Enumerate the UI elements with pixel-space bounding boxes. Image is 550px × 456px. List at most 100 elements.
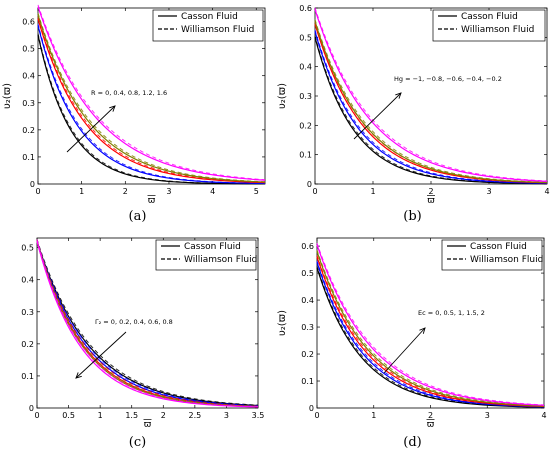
x-tick-label: 3.5	[252, 411, 265, 420]
chart-c-svg: 0 0.5 1 1.5 2 2.5 3 3.5 0 0.1 0.2 0.3 0.4 0.5 ϖ Γ₂ = 0,…	[21, 237, 265, 430]
series-line-casson	[36, 241, 259, 407]
series-line-casson	[316, 251, 545, 407]
y-tick-label: 0.1	[22, 153, 35, 162]
y-axis-label: υ₂(ϖ)	[277, 83, 288, 109]
series-line-williamson	[314, 29, 548, 184]
y-tick-label: 0.3	[301, 323, 314, 332]
x-tick-label: 2	[428, 187, 433, 196]
y-tick-label: 0.2	[301, 350, 314, 359]
y-tick-label: 0.6	[22, 18, 35, 27]
legend-label: Williamson Fluid	[470, 255, 543, 265]
x-tick-label: 1	[98, 411, 103, 420]
caption-a: (a)	[128, 209, 147, 224]
series-line-williamson	[37, 4, 266, 181]
x-tick-label: 0	[34, 411, 39, 420]
series-line-williamson	[314, 7, 548, 182]
y-tick-label: 0.1	[299, 151, 312, 160]
x-tick-label: 2	[123, 187, 128, 196]
series-line-williamson	[37, 33, 266, 185]
annotation-arrow-head	[75, 372, 82, 379]
annotation-label: Hg = −1, −0.8, −0.6, −0.4, −0.2	[394, 75, 502, 83]
series-line-williamson	[36, 239, 259, 406]
x-tick-label: 4	[544, 187, 549, 196]
series-line-casson	[316, 267, 545, 408]
annotation-arrow-head	[419, 327, 426, 334]
series-line-casson	[314, 37, 548, 185]
chart-panel-b: 0 1 2 3 4 0 0.1 0.2 0.3 0.4 0.5 0.6 ϖ υ₂(ϖ) Hg = −1, −…	[275, 0, 550, 228]
y-tick-label: 0.5	[21, 244, 34, 253]
annotation-arrow-shaft	[66, 105, 116, 153]
chart-a-svg: 0 1 2 3 4 5 0 0.1 0.2 0.3 0.4 0.5 0.6 ϖ υ₂(ϖ) R = 0, 0.…	[2, 4, 266, 206]
y-tick-label: 0.4	[299, 63, 312, 72]
y-tick-label: 0.2	[299, 121, 312, 130]
x-tick-label: 2	[428, 411, 433, 420]
x-tick-label: 0	[35, 187, 40, 196]
legend-label: Casson Fluid	[470, 242, 527, 252]
y-tick-label: 0	[307, 180, 312, 189]
y-tick-label: 0.5	[22, 45, 35, 54]
x-axis-label: ϖ	[144, 420, 152, 430]
y-tick-label: 0.4	[301, 296, 314, 305]
caption-c: (c)	[128, 435, 147, 450]
annotation-label: Ec = 0, 0.5, 1, 1.5, 2	[418, 309, 485, 317]
x-axis-label: ϖ	[427, 420, 435, 430]
series-line-williamson	[314, 35, 548, 185]
y-axis-label: υ₂(ϖ)	[2, 83, 13, 109]
annotation-arrow-head	[395, 92, 402, 99]
y-tick-label: 0.5	[299, 33, 312, 42]
legend-label: Casson Fluid	[184, 242, 241, 252]
series-line-casson	[314, 31, 548, 184]
chart-b-svg: 0 1 2 3 4 0 0.1 0.2 0.3 0.4 0.5 0.6 ϖ υ₂(ϖ) Hg = −1, −…	[277, 4, 550, 206]
y-tick-label: 0	[29, 404, 34, 413]
y-tick-label: 0	[309, 404, 314, 413]
legend-label: Williamson Fluid	[184, 255, 257, 265]
x-tick-label: 2	[161, 411, 166, 420]
series-line-casson	[314, 9, 548, 182]
y-tick-label: 0	[30, 180, 35, 189]
series-line-williamson	[37, 12, 266, 183]
annotation-arrow-head	[109, 105, 116, 112]
x-tick-label: 5	[254, 187, 259, 196]
y-tick-label: 0.1	[21, 372, 34, 381]
y-tick-label: 0.4	[21, 276, 34, 285]
y-tick-label: 0.3	[21, 308, 34, 317]
series-line-williamson	[36, 239, 259, 407]
series-line-casson	[37, 6, 266, 181]
x-tick-label: 3	[486, 187, 491, 196]
x-tick-label: 3	[224, 411, 229, 420]
annotation-label: R = 0, 0.4, 0.8, 1.2, 1.6	[91, 89, 167, 97]
y-tick-label: 0.6	[301, 242, 314, 251]
y-tick-label: 0.4	[22, 72, 35, 81]
legend-box	[432, 9, 546, 42]
annotation-arrow-shaft	[353, 92, 402, 140]
y-tick-label: 0.2	[21, 340, 34, 349]
x-tick-label: 0	[314, 411, 319, 420]
y-tick-label: 0.6	[299, 4, 312, 13]
legend-box	[155, 239, 257, 271]
annotation-arrow-shaft	[383, 327, 426, 374]
annotation-arrow-shaft	[75, 331, 127, 379]
x-tick-label: 4	[541, 411, 546, 420]
caption-d: (d)	[403, 435, 422, 450]
x-tick-label: 4	[210, 187, 215, 196]
x-tick-label: 0	[312, 187, 317, 196]
legend-label: Casson Fluid	[181, 12, 238, 22]
caption-b: (b)	[403, 209, 422, 224]
series-line-williamson	[36, 239, 259, 408]
x-axis-label: ϖ	[148, 196, 156, 206]
legend-label: Casson Fluid	[461, 12, 518, 22]
x-tick-label: 0.5	[62, 411, 75, 420]
series-line-williamson	[316, 242, 545, 406]
legend-label: Williamson Fluid	[461, 25, 534, 35]
x-tick-label: 1	[79, 187, 84, 196]
y-tick-label: 0.3	[299, 92, 312, 101]
x-tick-label: 3	[166, 187, 171, 196]
y-tick-label: 0.3	[22, 99, 35, 108]
y-tick-label: 0.5	[301, 269, 314, 278]
y-axis-label: υ₂(ϖ)	[277, 310, 288, 336]
legend-label: Williamson Fluid	[181, 25, 254, 35]
x-tick-label: 1	[371, 411, 376, 420]
chart-d-svg: 0 1 2 3 4 0 0.1 0.2 0.3 0.4 0.5 0.6 ϖ υ₂(ϖ) Ec = 0, 0.…	[277, 237, 547, 430]
series-line-casson	[316, 244, 545, 406]
y-tick-label: 0.2	[22, 126, 35, 135]
